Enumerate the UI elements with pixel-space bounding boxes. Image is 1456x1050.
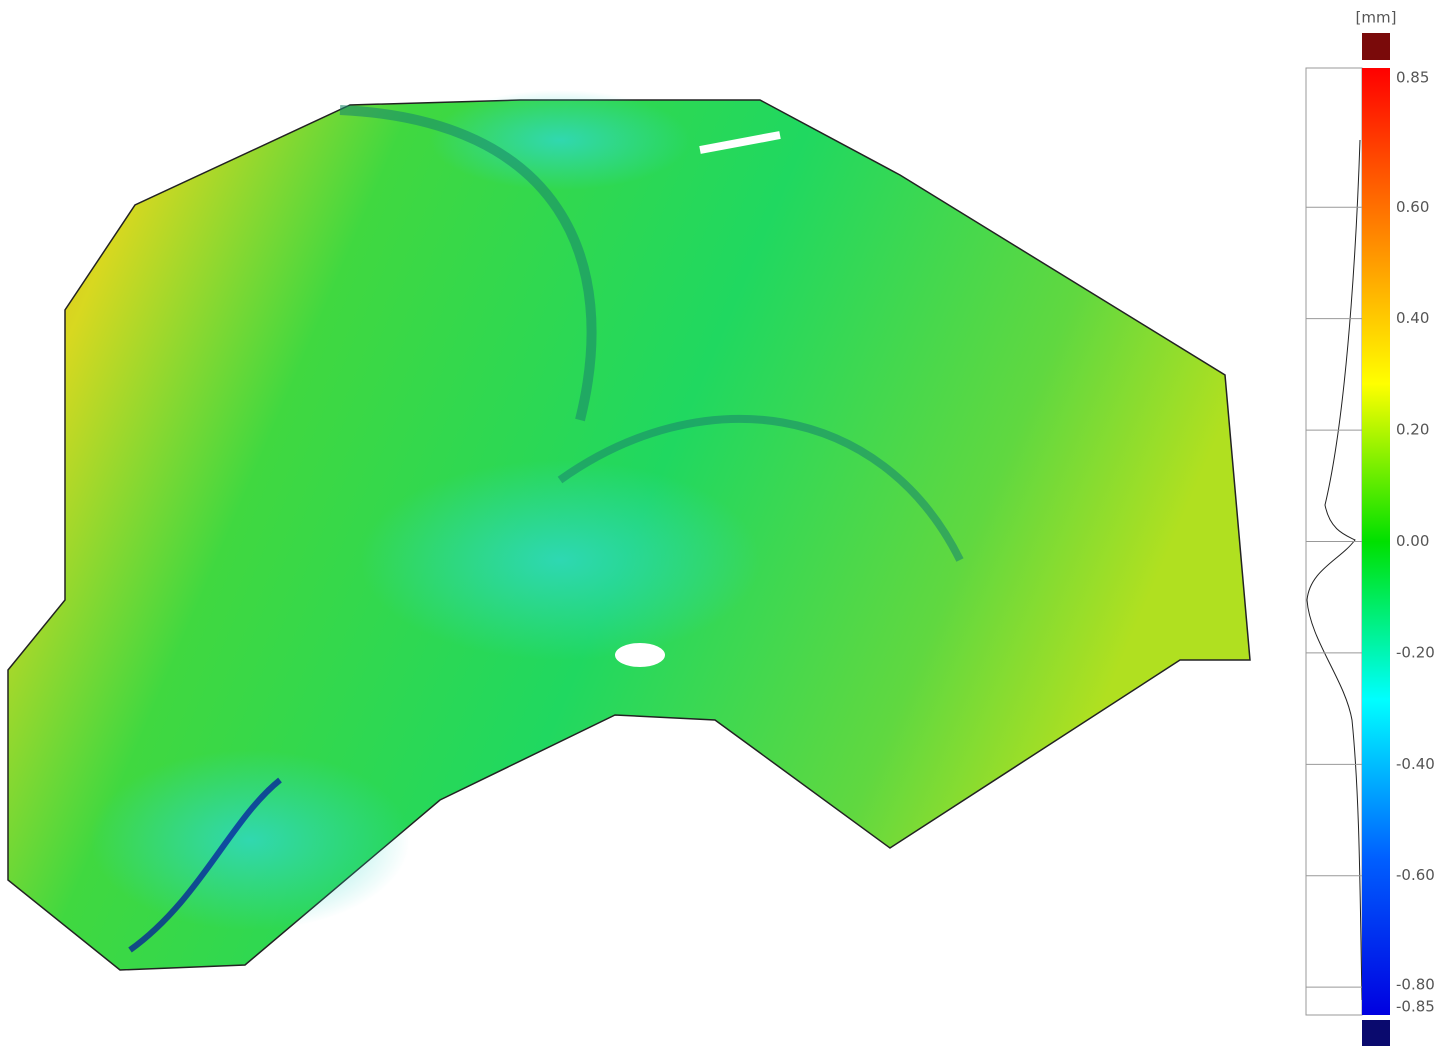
unit-label: [mm] xyxy=(1356,9,1397,27)
colorbar-tick-label: -0.60 xyxy=(1396,866,1435,884)
colorbar-tick-label: 0.60 xyxy=(1396,198,1429,216)
colorbar-tick-label: 0.85 xyxy=(1396,69,1429,87)
colorbar xyxy=(1362,68,1390,1015)
colorbar-tick-label: 0.20 xyxy=(1396,421,1429,439)
over-range-swatch xyxy=(1362,33,1390,60)
colorbar-tick-label: -0.20 xyxy=(1396,643,1435,661)
colorbar-tick-label: -0.85 xyxy=(1396,998,1435,1016)
deviation-map xyxy=(7,90,1251,971)
colorbar-tick-label: -0.80 xyxy=(1396,976,1435,994)
histogram-curve xyxy=(1306,139,1363,1001)
colorbar-tick-label: 0.40 xyxy=(1396,309,1429,327)
under-range-swatch xyxy=(1362,1020,1390,1046)
colorbar-tick-label: -0.40 xyxy=(1396,755,1435,773)
colorbar-tick-label: 0.00 xyxy=(1396,532,1429,550)
